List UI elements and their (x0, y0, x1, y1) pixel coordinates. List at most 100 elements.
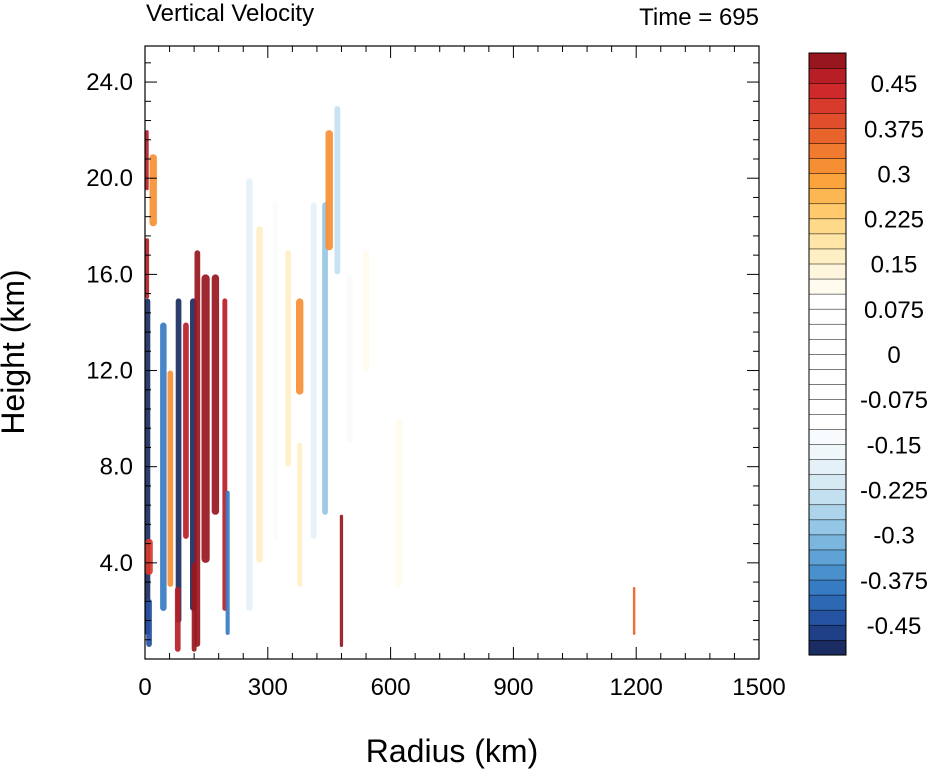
velocity-cell-12 (194, 250, 201, 647)
colorbar-label: -0.45 (867, 613, 922, 640)
velocity-cell-21 (272, 202, 278, 539)
plot-frame (144, 45, 760, 660)
velocity-cell-17 (174, 586, 181, 652)
colorbar-box (808, 233, 847, 250)
colorbar-box (808, 82, 847, 99)
velocity-cell-9 (175, 298, 182, 623)
colorbar-box (808, 248, 847, 265)
colorbar-frame (808, 52, 847, 656)
velocity-cell-33 (420, 346, 427, 539)
velocity-cell-20 (256, 226, 263, 563)
colorbar-label: 0.375 (864, 116, 924, 143)
colorbar-box (808, 504, 847, 521)
colorbar-box (808, 308, 847, 325)
colorbar-box (808, 534, 847, 551)
velocity-cell-14 (211, 274, 220, 515)
colorbar-box (808, 263, 847, 280)
colorbar-label: 0.075 (864, 297, 924, 324)
velocity-cell-16 (225, 490, 230, 635)
colorbar-label: -0.15 (867, 432, 922, 459)
colorbar-box (808, 353, 847, 370)
colorbar-box (808, 609, 847, 626)
colorbar-label: 0.45 (871, 71, 918, 98)
velocity-cell-29 (339, 514, 344, 647)
colorbar-label: -0.375 (860, 568, 928, 595)
velocity-cell-32 (395, 418, 402, 587)
colorbar-label: 0.225 (864, 207, 924, 234)
y-tick-label: 24.0 (86, 69, 133, 96)
velocity-cell-35 (632, 586, 636, 635)
colorbar-box (808, 444, 847, 460)
colorbar-box (808, 323, 847, 340)
velocity-cell-27 (325, 130, 333, 251)
x-tick-label: 1200 (610, 674, 663, 701)
colorbar-box (808, 398, 847, 415)
colorbar-box (808, 67, 847, 84)
velocity-cell-34 (436, 514, 443, 635)
x-axis-label: Radius (km) (366, 733, 538, 769)
colorbar-box (808, 158, 847, 174)
velocity-cell-31 (362, 250, 370, 371)
chart-title: Vertical Velocity (146, 0, 314, 27)
velocity-cell-7 (160, 322, 167, 611)
y-tick-label: 12.0 (86, 358, 133, 385)
velocity-cell-18 (191, 562, 197, 652)
velocity-cell-28 (334, 106, 341, 275)
colorbar-box (808, 594, 847, 611)
x-tick-label: 0 (138, 674, 151, 701)
velocity-cell-22 (285, 250, 292, 467)
velocity-cell-19 (246, 178, 253, 611)
colorbar-label: -0.3 (873, 523, 914, 550)
colorbar-box (808, 203, 847, 220)
velocity-cell-5 (145, 538, 153, 575)
velocity-cell-26 (322, 202, 328, 515)
y-tick-label: 4.0 (100, 550, 133, 577)
x-tick-label: 1500 (732, 674, 785, 701)
colorbar-label: -0.075 (860, 387, 928, 414)
colorbar-box (808, 338, 847, 355)
velocity-cell-25 (310, 202, 317, 539)
colorbar-box (808, 579, 847, 596)
axes: 0 300 600 900 1200 1500 4.0 8.0 12.0 16.0 20.0 24.0 (86, 46, 786, 701)
velocity-cell-24 (297, 442, 303, 587)
velocity-cell-4 (149, 154, 157, 227)
y-axis-label: Height (km) (0, 269, 31, 434)
colorbar-box (808, 52, 847, 69)
y-tick-label: 20.0 (86, 165, 133, 192)
colorbar-box (808, 474, 847, 490)
colorbar-box (808, 128, 847, 144)
x-tick-label: 600 (371, 674, 411, 701)
velocity-cell-2 (145, 238, 150, 299)
colorbar-box (808, 173, 847, 189)
colorbar-box (808, 218, 847, 235)
x-tick-label: 900 (493, 674, 533, 701)
colorbar-box (808, 143, 847, 159)
colorbar-box (808, 564, 847, 581)
colorbar-box (808, 278, 847, 295)
velocity-field (144, 106, 636, 652)
colorbar-box (808, 429, 847, 445)
colorbar-box (808, 383, 847, 400)
colorbar-box (808, 489, 847, 506)
colorbar-box (808, 368, 847, 385)
colorbar-box (808, 639, 847, 656)
velocity-cell-10 (183, 322, 189, 539)
plot-area (144, 45, 760, 660)
colorbar-box (808, 97, 847, 114)
velocity-cell-30 (346, 274, 353, 443)
y-tick-label: 16.0 (86, 261, 133, 288)
x-tick-label: 300 (248, 674, 288, 701)
colorbar-label: 0.15 (871, 252, 918, 279)
colorbar-label: 0.3 (877, 161, 910, 188)
colorbar-label: -0.225 (860, 477, 928, 504)
velocity-cell-8 (167, 370, 174, 587)
colorbar-box (808, 413, 847, 430)
time-label: Time = 695 (639, 4, 759, 31)
velocity-cell-13 (201, 274, 210, 563)
colorbar: 0.45 0.375 0.3 0.225 0.15 0.075 0 -0.075 -0.15 -0… (808, 52, 928, 656)
colorbar-label: 0 (887, 342, 900, 369)
colorbar-box (808, 293, 847, 310)
velocity-cell-3 (145, 130, 149, 191)
colorbar-box (808, 624, 847, 641)
